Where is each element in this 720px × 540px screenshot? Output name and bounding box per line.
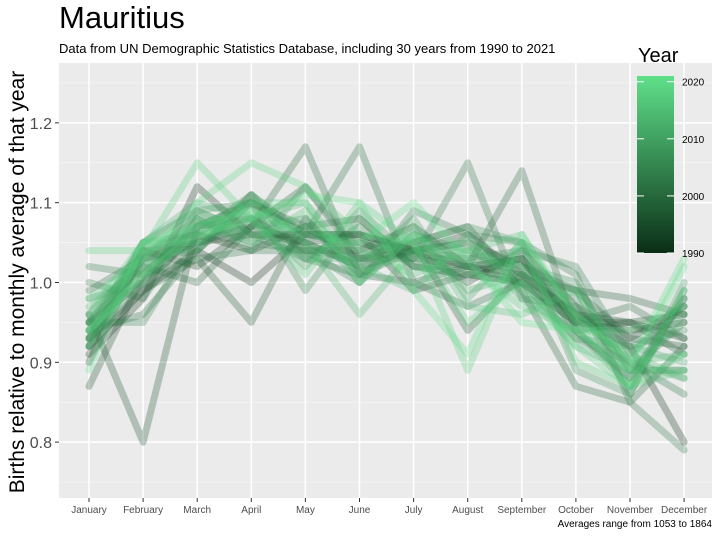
- series-line-1996: [85, 199, 688, 446]
- series-line-1999: [85, 143, 688, 358]
- legend-tick-label: 2020: [682, 78, 705, 89]
- series-line-1998: [85, 183, 688, 406]
- x-tick-label: July: [405, 505, 423, 516]
- series-line-2019: [85, 159, 688, 390]
- series-line-2012: [85, 199, 688, 382]
- legend-tick-label: 1990: [682, 249, 705, 260]
- y-axis: 0.8 0.9 1.0 1.1 1.2: [30, 116, 59, 452]
- series-line-1990: [85, 231, 688, 446]
- x-tick-label: October: [558, 505, 594, 516]
- x-tick-label: November: [607, 505, 654, 516]
- series-line-1995: [85, 215, 688, 390]
- x-axis: January February March April May June July Augu…: [71, 498, 708, 516]
- x-tick-label: January: [71, 505, 107, 516]
- legend-title: Year: [638, 45, 679, 67]
- chart-caption: Averages range from 1053 to 1864: [557, 519, 712, 530]
- chart-subtitle: Data from UN Demographic Statistics Data…: [59, 41, 556, 56]
- y-tick-label: 0.8: [30, 435, 52, 452]
- series-line-2007: [85, 183, 688, 398]
- plot-panel: [59, 63, 712, 498]
- series-line-2008: [85, 207, 688, 374]
- series-line-2006: [85, 199, 688, 398]
- x-tick-label: March: [183, 505, 211, 516]
- series-lines: [85, 143, 688, 454]
- legend-colorbar: [637, 76, 674, 253]
- y-tick-label: 1.1: [30, 196, 52, 213]
- series-line-2005: [85, 207, 688, 350]
- chart-title: Mauritius: [59, 0, 185, 35]
- grid-lines: [59, 63, 712, 498]
- series-line-2004: [85, 191, 688, 358]
- y-tick-label: 1.2: [30, 116, 52, 133]
- x-tick-label: September: [497, 505, 547, 516]
- series-line-2020: [85, 191, 688, 366]
- series-line-1991: [85, 183, 688, 358]
- series-line-2009: [85, 215, 688, 366]
- x-tick-label: June: [349, 505, 371, 516]
- x-tick-label: February: [123, 505, 163, 516]
- series-line-2015: [85, 207, 688, 366]
- series-line-2018: [85, 159, 688, 390]
- legend-tick-label: 2010: [682, 135, 705, 146]
- series-line-2011: [85, 207, 688, 390]
- y-tick-label: 1.0: [30, 275, 52, 292]
- series-line-1994: [85, 231, 688, 342]
- series-line-2014: [85, 199, 688, 374]
- x-tick-label: August: [452, 505, 483, 516]
- legend-tick-label: 2000: [682, 192, 705, 203]
- series-line-1993: [85, 223, 688, 382]
- x-tick-label: May: [296, 505, 315, 516]
- series-line-2003: [85, 207, 688, 454]
- series-line-2017: [85, 199, 688, 334]
- series-line-2002: [85, 159, 688, 374]
- x-tick-label: April: [241, 505, 261, 516]
- x-tick-label: December: [661, 505, 708, 516]
- series-line-2021: [85, 199, 688, 374]
- series-line-2001: [85, 143, 688, 398]
- series-line-2010: [85, 191, 688, 382]
- series-line-1997: [85, 215, 688, 342]
- color-legend: 1990 2000 2010 2020: [637, 76, 705, 260]
- series-line-2000: [85, 199, 688, 342]
- series-line-1992: [85, 223, 688, 342]
- series-line-2013: [85, 199, 688, 382]
- y-tick-label: 0.9: [30, 355, 52, 372]
- series-line-2016: [85, 207, 688, 390]
